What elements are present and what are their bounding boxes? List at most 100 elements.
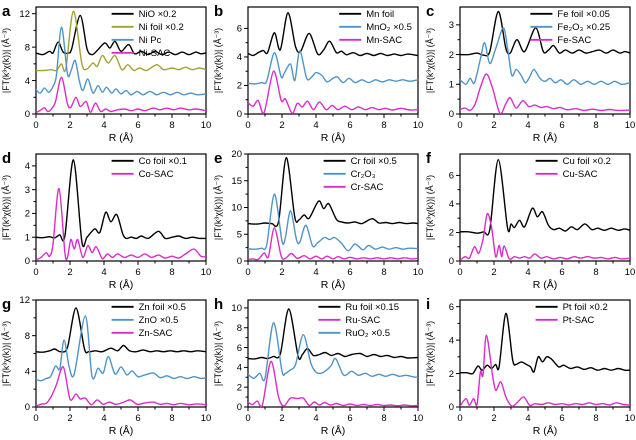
panel-e: e 0 2 4 6 8 10 0 5 10 15 20 R (Å) |FT(k³χ(k))| (Å⁻³) C… bbox=[212, 147, 424, 293]
series-zno-×0.5 bbox=[36, 315, 206, 382]
legend-label: Cu foil ×0.2 bbox=[563, 156, 611, 167]
legend-label: Ru-SAC bbox=[345, 315, 380, 326]
chart-h: h 0 2 4 6 8 10 0 2 4 6 8 10 R (Å) |FT(k³χ(k))| (Å⁻³) Ru… bbox=[213, 296, 423, 437]
chart-e: e 0 2 4 6 8 10 0 5 10 15 20 R (Å) |FT(k³χ(k))| (Å⁻³) C… bbox=[213, 149, 423, 291]
panel-letter-f: f bbox=[426, 150, 432, 167]
x-tick-label: 0 bbox=[245, 120, 250, 131]
chart-c: c 0 2 4 6 8 10 0 1 2 3 R (Å) |FT(k³χ(k))| (Å⁻³) Fe fo… bbox=[425, 3, 636, 144]
series-ni-pc bbox=[36, 26, 206, 96]
x-tick-label: 2 bbox=[279, 120, 284, 131]
x-tick-label: 4 bbox=[313, 267, 318, 278]
y-tick-label: 0 bbox=[449, 109, 454, 120]
axes-h: 0 2 4 6 8 10 0 2 4 6 8 10 bbox=[231, 303, 423, 424]
plot-frame bbox=[459, 299, 631, 408]
x-tick-label: 6 bbox=[135, 267, 140, 278]
panel-letter-a: a bbox=[2, 3, 11, 20]
panel-letter-e: e bbox=[214, 150, 222, 167]
panel-f: f 0 2 4 6 8 10 0 2 4 6 R (Å) |FT(k³χ(k))| (Å⁻³) Cu fo… bbox=[424, 147, 636, 293]
x-axis-label: R (Å) bbox=[321, 278, 346, 291]
curves-d bbox=[36, 158, 206, 261]
panel-b: b 0 2 4 6 8 10 0 2 4 6 R (Å) |FT(k³χ(k))| (Å⁻³) Mn fo… bbox=[212, 0, 424, 146]
axes-d: 0 2 4 6 8 10 0 1 2 3 4 bbox=[25, 161, 212, 278]
y-tick-label: 3 bbox=[449, 20, 454, 31]
x-tick-label: 6 bbox=[347, 120, 352, 131]
x-tick-label: 4 bbox=[525, 120, 530, 131]
y-tick-label: 2 bbox=[25, 208, 30, 219]
x-axis-label: R (Å) bbox=[321, 131, 346, 144]
x-tick-label: 8 bbox=[381, 120, 386, 131]
x-tick-label: 10 bbox=[413, 267, 424, 278]
x-tick-label: 2 bbox=[67, 413, 72, 424]
x-tick-label: 0 bbox=[33, 267, 38, 278]
legend-label: Co foil ×0.1 bbox=[139, 156, 187, 167]
series-cu-sac bbox=[460, 212, 630, 261]
series-co-sac bbox=[36, 187, 206, 261]
x-tick-label: 2 bbox=[491, 267, 496, 278]
x-tick-label: 8 bbox=[381, 413, 386, 424]
legend-label: Fe-SAC bbox=[557, 35, 591, 46]
x-tick-label: 8 bbox=[169, 413, 174, 424]
x-tick-label: 4 bbox=[313, 120, 318, 131]
x-tick-label: 0 bbox=[457, 267, 462, 278]
axes-a: 0 2 4 6 8 10 0 4 8 12 bbox=[19, 9, 211, 131]
legend-label: Mn-SAC bbox=[366, 35, 402, 46]
series-cu-foil-×0.2 bbox=[460, 158, 630, 236]
legend-g: Zn foil ×0.5 ZnO ×0.5 Zn-SAC bbox=[111, 302, 186, 339]
x-tick-label: 2 bbox=[67, 267, 72, 278]
y-tick-label: 0 bbox=[25, 256, 30, 267]
x-tick-label: 6 bbox=[559, 120, 564, 131]
x-tick-label: 10 bbox=[201, 267, 212, 278]
x-tick-label: 2 bbox=[491, 120, 496, 131]
x-axis-label: R (Å) bbox=[533, 424, 558, 437]
y-axis-label: |FT(k³χ(k))| (Å⁻³) bbox=[425, 174, 435, 239]
y-tick-label: 6 bbox=[449, 170, 454, 181]
x-tick-label: 8 bbox=[381, 267, 386, 278]
curves-c bbox=[460, 10, 630, 114]
axes-c: 0 2 4 6 8 10 0 1 2 3 bbox=[449, 20, 636, 131]
series-cr₂o₃ bbox=[248, 192, 418, 252]
series-pt-foil-×0.2 bbox=[460, 312, 630, 375]
y-tick-label: 6 bbox=[449, 302, 454, 313]
y-tick-label: 3 bbox=[25, 184, 30, 195]
y-axis-label: |FT(k³χ(k))| (Å⁻³) bbox=[425, 321, 435, 386]
legend-c: Fe foil ×0.05 Fe₂O₃ ×0.25 Fe-SAC bbox=[530, 9, 610, 46]
axes-e: 0 2 4 6 8 10 0 5 10 15 20 bbox=[231, 149, 423, 278]
x-tick-label: 2 bbox=[279, 413, 284, 424]
panel-g: g 0 2 4 6 8 10 0 4 8 12 R (Å) |FT(k³χ(k))| (Å⁻³) Zn f… bbox=[0, 293, 212, 439]
panel-h: h 0 2 4 6 8 10 0 2 4 6 8 10 R (Å) |FT(k³χ(k))| (Å⁻³) Ru… bbox=[212, 293, 424, 439]
legend-b: Mn foil MnO₂ ×0.5 Mn-SAC bbox=[339, 9, 412, 46]
chart-a: a 0 2 4 6 8 10 0 4 8 12 R (Å) |FT(k³χ(k))| (Å⁻³) NiO … bbox=[1, 3, 211, 144]
panel-letter-g: g bbox=[2, 296, 11, 313]
x-axis-label: R (Å) bbox=[109, 131, 134, 144]
series-ru-sac bbox=[248, 360, 418, 408]
legend-label: Zn foil ×0.5 bbox=[139, 302, 186, 313]
x-axis-label: R (Å) bbox=[321, 424, 346, 437]
y-tick-label: 0 bbox=[25, 402, 30, 413]
y-tick-label: 4 bbox=[237, 363, 242, 374]
x-tick-label: 6 bbox=[559, 413, 564, 424]
series-mn-foil bbox=[248, 11, 418, 57]
y-axis-label: |FT(k³χ(k))| (Å⁻³) bbox=[213, 174, 223, 239]
panel-i: i 0 2 4 6 8 10 0 2 4 6 R (Å) |FT(k³χ(k))| (Å⁻³) Pt fo… bbox=[424, 293, 636, 439]
x-tick-label: 10 bbox=[201, 413, 212, 424]
series-pt-sac bbox=[460, 334, 630, 408]
x-axis-label: R (Å) bbox=[109, 278, 134, 291]
y-tick-label: 0 bbox=[237, 109, 242, 120]
y-tick-label: 8 bbox=[25, 331, 30, 342]
y-axis-label: |FT(k³χ(k))| (Å⁻³) bbox=[1, 321, 11, 386]
y-tick-label: 4 bbox=[25, 161, 30, 172]
series-fe-foil-×0.05 bbox=[460, 10, 630, 57]
legend-label: ZnO ×0.5 bbox=[139, 315, 179, 326]
y-tick-label: 0 bbox=[449, 402, 454, 413]
y-tick-label: 15 bbox=[231, 176, 242, 187]
x-tick-label: 0 bbox=[245, 267, 250, 278]
panel-d: d 0 2 4 6 8 10 0 1 2 3 4 R (Å) |FT(k³χ(k))| (Å⁻³) Co f… bbox=[0, 147, 212, 293]
y-tick-label: 12 bbox=[19, 9, 30, 20]
legend-label: Cr₂O₃ bbox=[351, 169, 376, 180]
legend-label: NiO ×0.2 bbox=[139, 9, 177, 20]
x-tick-label: 0 bbox=[33, 413, 38, 424]
curves-f bbox=[460, 158, 630, 261]
x-tick-label: 10 bbox=[413, 413, 424, 424]
